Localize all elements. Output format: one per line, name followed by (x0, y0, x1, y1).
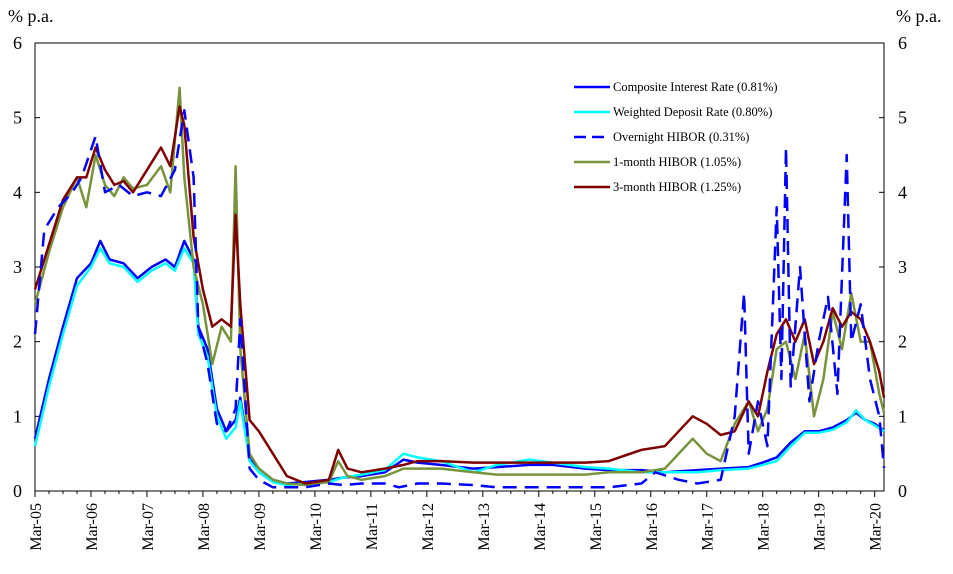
x-tick-label: Mar-17 (700, 503, 717, 551)
left-y-axis: 0 1 2 3 4 5 6 (13, 33, 40, 501)
y-tick-label-left: 4 (13, 182, 22, 202)
y-tick-label-right: 4 (898, 182, 907, 202)
series-line-0 (33, 239, 885, 485)
right-axis-unit-label: % p.a. (896, 6, 941, 26)
y-tick-label-left: 3 (13, 257, 22, 277)
legend-label-4: 3-month HIBOR (1.25%) (613, 180, 741, 194)
legend-label-2: Overnight HIBOR (0.31%) (613, 130, 749, 144)
series-line-2 (33, 108, 886, 489)
x-tick-label: Mar-05 (28, 503, 45, 551)
right-y-axis: 0 1 2 3 4 5 6 (879, 33, 907, 501)
x-tick-label: Mar-12 (420, 503, 437, 551)
series-line-1 (33, 247, 885, 487)
legend-label-1: Weighted Deposit Rate (0.80%) (613, 105, 772, 119)
x-tick-label: Mar-07 (140, 503, 157, 551)
x-tick-label: Mar-15 (588, 503, 605, 551)
legend-label-3: 1-month HIBOR (1.05%) (613, 155, 741, 169)
y-tick-label-right: 5 (898, 108, 907, 128)
x-tick-label: Mar-11 (364, 503, 381, 550)
x-tick-label: Mar-08 (196, 503, 213, 551)
x-tick-label: Mar-19 (812, 503, 829, 551)
series-line-4 (33, 105, 886, 485)
y-tick-label-left: 6 (13, 33, 22, 53)
series-lines (33, 86, 886, 489)
y-tick-label-left: 5 (13, 108, 22, 128)
y-tick-label-right: 3 (898, 257, 907, 277)
y-tick-label-left: 1 (13, 406, 22, 426)
y-tick-label-right: 0 (898, 481, 907, 501)
series-line-3 (33, 86, 886, 487)
legend-label-0: Composite Interest Rate (0.81%) (613, 80, 778, 94)
x-tick-label: Mar-06 (84, 503, 101, 551)
x-tick-label: Mar-20 (868, 503, 885, 551)
x-tick-label: Mar-09 (252, 503, 269, 551)
left-axis-unit-label: % p.a. (8, 6, 53, 26)
y-tick-label-left: 0 (13, 481, 22, 501)
legend: Composite Interest Rate (0.81%) Weighted … (574, 80, 778, 194)
x-tick-label: Mar-16 (644, 503, 661, 551)
y-tick-label-right: 6 (898, 33, 907, 53)
x-tick-label: Mar-14 (532, 503, 549, 551)
x-tick-label: Mar-18 (756, 503, 773, 551)
x-axis: Mar-05 Mar-06 Mar-07 Mar-08 Mar-09 Mar-10 Mar-… (28, 491, 885, 551)
x-tick-label: Mar-13 (476, 503, 493, 551)
y-tick-label-right: 1 (898, 406, 907, 426)
y-tick-label-left: 2 (13, 332, 22, 352)
x-tick-label: Mar-10 (308, 503, 325, 551)
y-tick-label-right: 2 (898, 332, 907, 352)
